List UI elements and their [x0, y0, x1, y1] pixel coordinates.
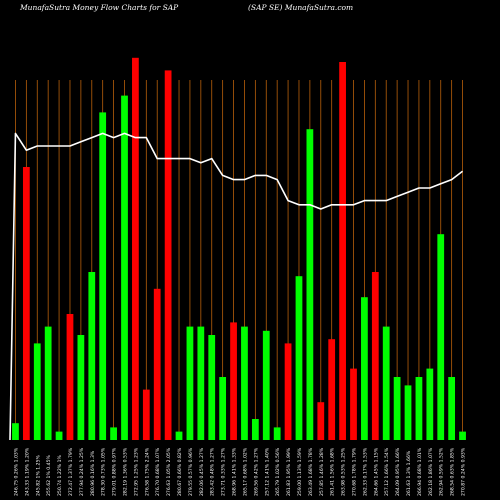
bar	[99, 112, 107, 441]
money-flow-line	[9, 132, 464, 441]
bar	[132, 57, 139, 441]
x-tick-label: 261.83 1.95% 1.99%	[286, 447, 292, 496]
x-tick-label: 272.95 1.25% 1.23%	[133, 447, 139, 496]
bar	[12, 423, 19, 440]
bar	[197, 326, 205, 440]
x-tick-label: 264.66 1.45% 1.15%	[373, 447, 379, 496]
bar	[22, 167, 30, 440]
x-tick-label: 269.56 0.42% 1.27%	[253, 447, 259, 496]
bar	[186, 326, 194, 440]
bar	[88, 272, 96, 440]
x-tick-label: 243.33 1.19% 1.20%	[24, 447, 30, 496]
x-tick-label: 282.19 1.36% 0.53%	[123, 447, 129, 496]
x-tick-label: 261.41 1.56% 1.68%	[330, 447, 336, 496]
bar	[361, 297, 368, 440]
bar	[77, 335, 85, 440]
bar	[153, 288, 161, 440]
x-tick-label: 262.33 0.17% 1.53%	[362, 447, 368, 496]
x-tick-labels: 246.75 0.26% 1.03% 243.33 1.19% 1.20% 245.…	[13, 447, 466, 496]
x-tick-label: 257.85 1.46% 1.28%	[319, 447, 325, 496]
x-tick-label: 255.62 1% 0.45%	[46, 454, 52, 496]
x-tick-label: 257.12 1.66% 1.54%	[384, 447, 390, 496]
x-tick-label: 262.18 1.86% 1.07%	[428, 447, 434, 496]
x-tick-label: 268.96 1.41% 1.33%	[232, 447, 238, 496]
bar	[339, 62, 346, 440]
bar	[121, 95, 128, 440]
bar	[110, 427, 117, 440]
x-tick-label: 272.47 1.37% 1.79%	[68, 447, 74, 496]
x-tick-label: 265.79 1.02% 0.56%	[275, 447, 281, 496]
bar	[328, 339, 336, 440]
x-tick-label: 279.55 0.57% 0.96%	[188, 447, 194, 496]
x-tick-label: 268.54 0.63% 1.85%	[450, 447, 456, 496]
bar	[382, 326, 390, 440]
bar	[404, 385, 412, 440]
x-tick-label: 280.96 0.16% 1.3%	[90, 450, 96, 496]
bar	[219, 377, 227, 440]
bar	[44, 326, 52, 440]
bar	[230, 322, 237, 440]
bar	[262, 330, 270, 440]
x-tick-label: 276.63 1.05% 2.05%	[166, 447, 172, 496]
bar	[295, 276, 303, 440]
x-tick-label: 270.87 0.24% 0.93%	[461, 447, 467, 496]
x-tick-label: 276.58 1.75% 2.24%	[144, 447, 150, 496]
bar	[437, 234, 445, 440]
chart-title: MunafaSutra Money Flow Charts for SAP	[20, 3, 179, 12]
x-tick-label: 263.49 1.68% 1.78%	[308, 447, 314, 496]
x-tick-label: 278.30 0.73% 1.05%	[101, 447, 107, 496]
chart-subtitle: (SAP SE) MunafaSutra.com	[248, 3, 354, 12]
bar	[66, 314, 74, 440]
bar	[284, 343, 292, 440]
x-tick-label: 270.68 1.78% 1.79%	[352, 447, 358, 496]
bar	[208, 335, 216, 440]
x-tick-label: 279.01 0.88% 0.97%	[112, 447, 118, 496]
bar	[241, 326, 248, 440]
bar	[164, 70, 172, 441]
bar	[393, 377, 401, 440]
bar	[317, 402, 325, 440]
bar	[371, 272, 379, 440]
x-tick-label: 273.71 0.33% 1.27%	[221, 447, 227, 496]
bar	[251, 419, 259, 440]
bar	[33, 343, 41, 440]
x-tick-label: 264.09 0.95% 1.66%	[395, 447, 401, 496]
bar	[273, 427, 281, 440]
bar	[448, 377, 456, 440]
bar	[175, 431, 183, 440]
bar	[459, 431, 466, 440]
x-tick-label: 259.00 1.13% 1.59%	[297, 447, 303, 496]
bar	[426, 368, 434, 440]
bar	[142, 389, 150, 440]
bar	[306, 129, 314, 440]
chart-bars	[12, 57, 466, 441]
bar	[55, 431, 63, 440]
x-tick-label: 250.74 1.22% 1%	[57, 454, 63, 496]
x-tick-label: 265.17 0.68% 1.02%	[242, 447, 248, 496]
bar	[350, 368, 357, 440]
x-tick-label: 257.12 1.41% 1.40%	[264, 447, 270, 496]
x-tick-label: 280.67 0.66% 0.82%	[177, 447, 183, 496]
x-tick-label: 245.82 1% 1.25%	[35, 454, 41, 496]
x-tick-label: 263.98 0.53% 1.25%	[341, 447, 347, 496]
x-tick-label: 282.06 0.45% 1.27%	[199, 447, 205, 496]
bar	[415, 377, 423, 440]
x-tick-label: 276.70 0.68% 1.07%	[155, 447, 161, 496]
x-tick-label: 261.63 1.3% 1.66%	[406, 450, 412, 496]
x-tick-label: 246.75 0.26% 1.03%	[13, 447, 19, 496]
x-tick-label: 283.42 0.48% 1.27%	[210, 447, 216, 496]
x-tick-label: 262.94 0.59% 1.52%	[439, 447, 445, 496]
x-tick-label: 266.94 0.68% 1.01%	[417, 447, 423, 496]
x-tick-label: 277.94 0.24% 1.25%	[79, 447, 85, 496]
